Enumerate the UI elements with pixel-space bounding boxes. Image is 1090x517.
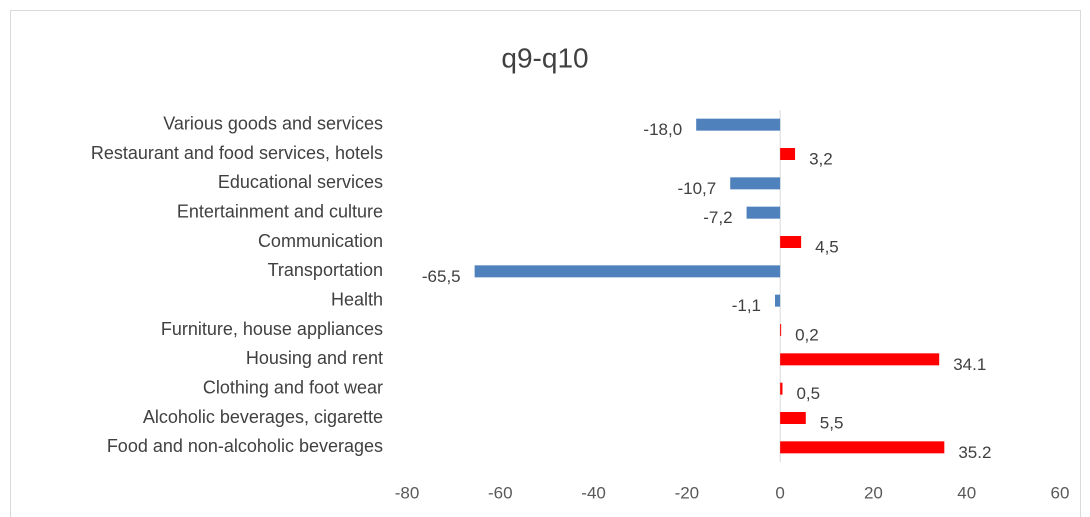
bar: [780, 236, 802, 248]
bar: [780, 353, 940, 366]
y-tick-label: Clothing and foot wear: [203, 377, 383, 397]
value-label: 0,5: [796, 384, 820, 403]
y-tick-label: Various goods and services: [163, 113, 383, 133]
x-tick-label: 0: [775, 483, 784, 502]
y-tick-label: Food and non-alcoholic beverages: [107, 436, 383, 456]
bar: [730, 177, 781, 190]
x-tick-label: 60: [1051, 483, 1070, 502]
x-tick-label: -40: [581, 483, 606, 502]
bar: [696, 118, 781, 131]
bar: [780, 412, 806, 424]
value-label: -10,7: [677, 179, 716, 198]
value-label: 3,2: [809, 149, 833, 168]
bar: [746, 206, 781, 219]
y-tick-label: Health: [331, 289, 383, 309]
value-label: -18,0: [643, 120, 682, 139]
x-tick-label: 20: [864, 483, 883, 502]
x-tick-label: -60: [488, 483, 513, 502]
bar: [780, 324, 782, 336]
x-tick-label: -80: [395, 483, 420, 502]
bar: [775, 294, 781, 307]
y-tick-label: Educational services: [218, 172, 383, 192]
y-tick-label: Alcoholic beverages, cigarette: [143, 407, 383, 427]
bar: [780, 148, 796, 160]
bar: [780, 441, 945, 454]
y-tick-label: Entertainment and culture: [177, 201, 383, 221]
chart-title: q9-q10: [501, 42, 588, 73]
chart-border: [10, 10, 1081, 517]
y-tick-label: Furniture, house appliances: [161, 319, 383, 339]
y-tick-label: Housing and rent: [246, 348, 383, 368]
bar: [474, 265, 781, 278]
value-label: 34.1: [953, 355, 986, 374]
y-tick-label: Transportation: [268, 260, 383, 280]
x-tick-label: 40: [957, 483, 976, 502]
value-label: 4,5: [815, 237, 839, 256]
value-label: 35.2: [958, 443, 991, 462]
value-label: -7,2: [703, 208, 732, 227]
bar: [780, 382, 783, 395]
value-label: 5,5: [820, 413, 844, 432]
value-label: -65,5: [422, 267, 461, 286]
y-tick-label: Communication: [258, 231, 383, 251]
value-label: 0,2: [795, 325, 819, 344]
y-tick-label: Restaurant and food services, hotels: [91, 143, 383, 163]
value-label: -1,1: [732, 296, 761, 315]
x-tick-label: -20: [675, 483, 700, 502]
